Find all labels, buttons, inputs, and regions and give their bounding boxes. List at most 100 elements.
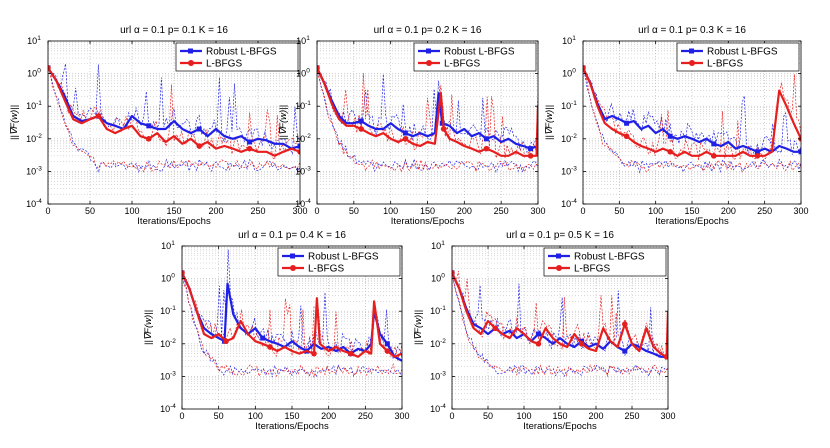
y-tick-label: 100 <box>296 68 310 79</box>
y-tick-label: 101 <box>562 35 576 46</box>
legend-label: L-BFGS <box>308 264 344 275</box>
y-tick-label: 10-4 <box>160 403 176 414</box>
stochastic-path-robust <box>317 68 538 173</box>
x-tick-label: 0 <box>45 206 50 216</box>
data-point-lbfgs <box>402 136 409 142</box>
y-tick-label: 10-1 <box>561 100 577 111</box>
data-point-lbfgs <box>452 270 455 276</box>
y-tick-label: 10-4 <box>430 403 446 414</box>
legend-swatch-marker <box>689 60 695 66</box>
data-point-lbfgs <box>347 350 354 357</box>
x-tick-label: 150 <box>284 411 299 421</box>
data-point-robust <box>247 139 253 145</box>
data-point-lbfgs <box>311 350 317 357</box>
x-tick-label: 200 <box>208 206 223 216</box>
data-point-robust <box>260 335 266 341</box>
data-point-lbfgs <box>95 113 102 119</box>
x-tick-label: 150 <box>420 206 435 216</box>
stochastic-path-lbfgs <box>317 67 538 159</box>
series-line-lbfgs <box>452 272 668 358</box>
x-tick-label: 100 <box>516 411 531 421</box>
stochastic-path-lbfgs <box>48 65 300 173</box>
x-axis-label: Iterations/Epochs <box>137 216 211 227</box>
chart-title: url α = 0.1 p= 0.1 K = 16 <box>120 25 228 36</box>
y-tick-label: 10-3 <box>26 165 42 176</box>
stochastic-path-lbfgs <box>452 274 668 378</box>
stochastic-path-robust <box>48 63 300 155</box>
x-tick-label: 50 <box>614 206 624 216</box>
data-point-lbfgs <box>711 153 717 159</box>
x-tick-label: 100 <box>648 206 663 216</box>
y-tick-label: 10-1 <box>26 100 42 111</box>
x-axis-label: Iterations/Epochs <box>523 421 597 432</box>
y-axis-label: ||∇F(w)|| <box>413 310 424 345</box>
chart-title: url α = 0.1 p= 0.5 K = 16 <box>506 230 614 241</box>
plot-lines <box>317 65 538 173</box>
series-line-lbfgs <box>48 67 300 157</box>
x-tick-label: 50 <box>349 206 359 216</box>
data-point-robust <box>146 123 152 129</box>
legend-box <box>413 42 537 72</box>
stochastic-path-robust <box>583 64 801 174</box>
plot-lines <box>583 64 801 174</box>
x-axis-label: Iterations/Epochs <box>255 421 329 432</box>
y-tick-label: 10-3 <box>295 165 311 176</box>
data-point-lbfgs <box>267 344 273 350</box>
data-point-lbfgs <box>48 65 51 71</box>
x-tick-label: 50 <box>214 411 224 421</box>
data-point-lbfgs <box>246 145 253 152</box>
y-tick-label: 10-2 <box>26 133 42 144</box>
x-tick-label: 300 <box>793 206 808 216</box>
x-tick-label: 300 <box>660 411 675 421</box>
data-point-lbfgs <box>358 126 365 132</box>
x-tick-label: 250 <box>494 206 509 216</box>
x-axis-label: Iterations/Epochs <box>655 216 729 227</box>
x-tick-label: 250 <box>624 411 639 421</box>
legend-label: Robust L-BFGS <box>308 252 379 263</box>
y-tick-label: 10-3 <box>561 165 577 176</box>
data-point-robust <box>535 331 541 337</box>
data-point-lbfgs <box>146 136 152 142</box>
data-point-robust <box>754 149 760 155</box>
data-point-robust <box>384 341 390 347</box>
x-tick-label: 100 <box>124 206 139 216</box>
legend-swatch-marker <box>689 48 694 54</box>
stochastic-path-lbfgs <box>317 69 538 173</box>
data-point-lbfgs <box>623 133 630 140</box>
legend-label: Robust L-BFGS <box>574 252 645 263</box>
x-tick-label: 250 <box>250 206 265 216</box>
legend-swatch-marker <box>426 60 432 66</box>
legend-label: L-BFGS <box>206 59 242 70</box>
data-point-lbfgs <box>196 143 202 149</box>
x-tick-label: 200 <box>321 411 336 421</box>
plot-lines <box>452 269 668 378</box>
y-tick-label: 10-2 <box>561 133 577 144</box>
data-point-lbfgs <box>527 153 534 159</box>
x-tick-label: 250 <box>358 411 373 421</box>
x-tick-label: 0 <box>314 206 319 216</box>
data-point-robust <box>358 118 364 124</box>
stochastic-path-lbfgs <box>182 274 402 378</box>
data-point-lbfgs <box>182 270 185 276</box>
legend-label: L-BFGS <box>444 59 480 70</box>
data-point-lbfgs <box>440 126 447 132</box>
data-point-lbfgs <box>483 145 490 152</box>
y-axis-label: ||∇F(w)|| <box>278 105 289 140</box>
x-axis-label: Iterations/Epochs <box>391 216 465 227</box>
data-point-robust <box>483 136 489 142</box>
x-tick-label: 300 <box>292 206 307 216</box>
y-tick-label: 10-1 <box>160 305 176 316</box>
legend-swatch-marker <box>556 253 561 259</box>
y-tick-label: 100 <box>27 68 41 79</box>
legend-label: Robust L-BFGS <box>444 47 515 58</box>
x-tick-label: 150 <box>166 206 181 216</box>
y-axis-label: ||∇F(w)|| <box>9 105 20 140</box>
y-tick-label: 10-3 <box>430 370 446 381</box>
stochastic-path-robust <box>182 273 402 378</box>
